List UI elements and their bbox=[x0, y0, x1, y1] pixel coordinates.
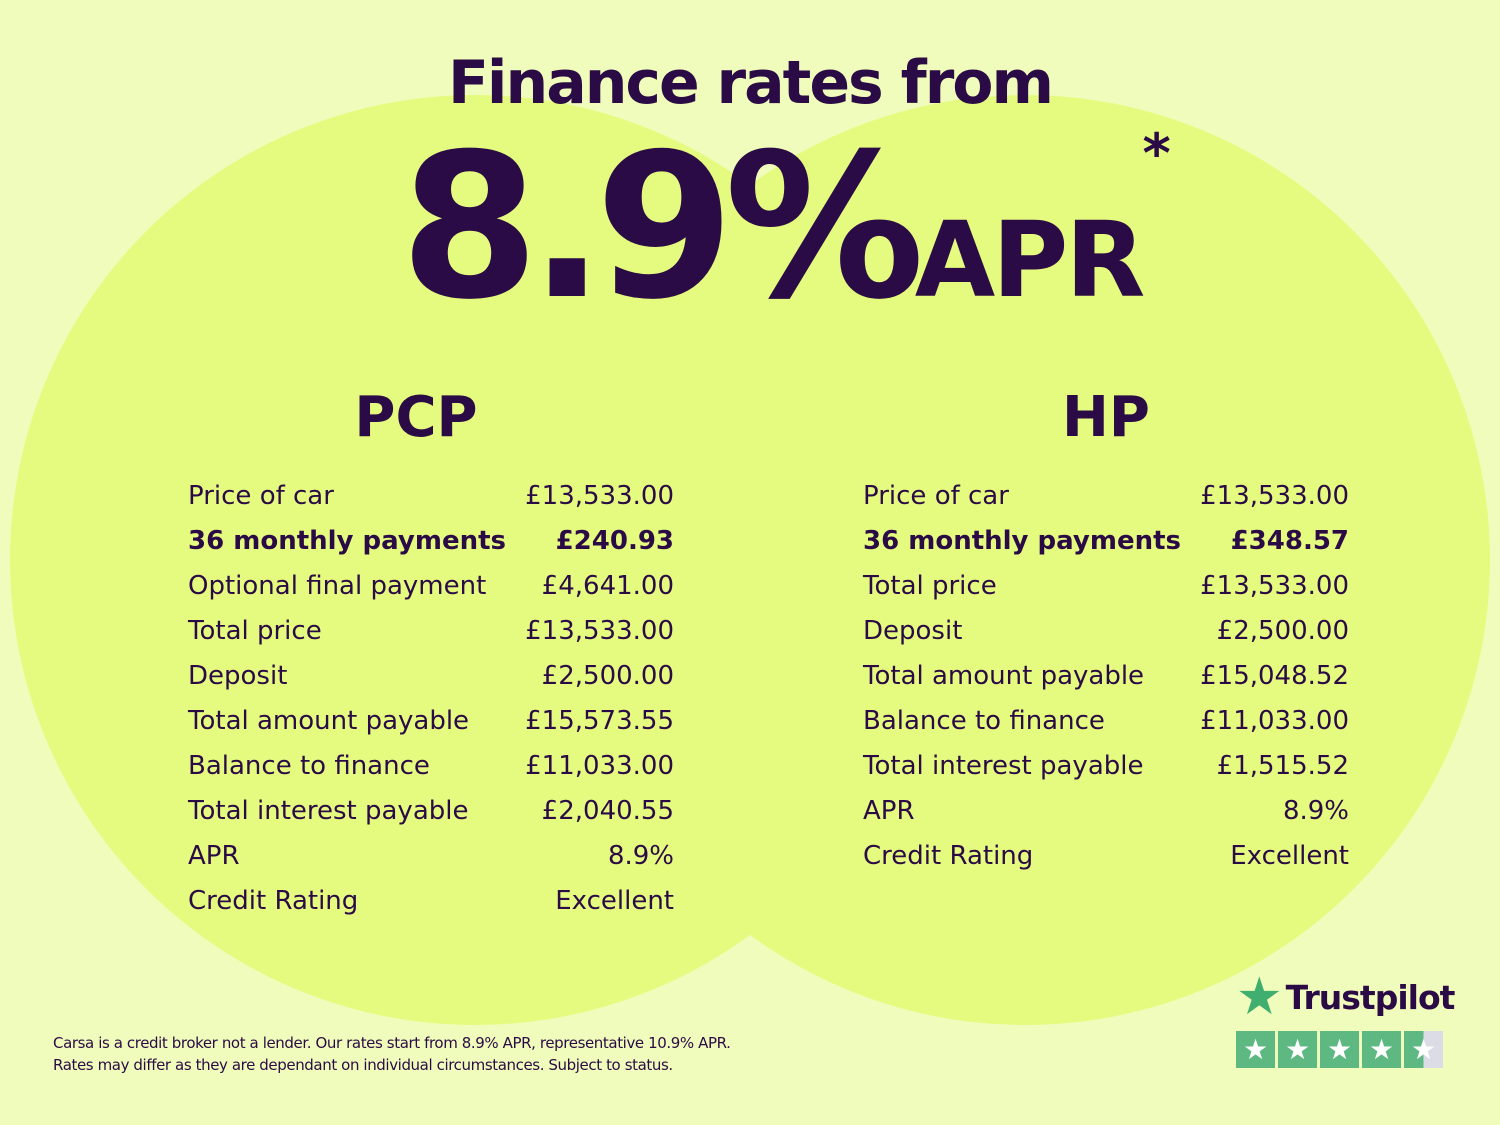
asterisk: * bbox=[1142, 122, 1171, 185]
table-row: Deposit £2,500.00 bbox=[188, 661, 674, 706]
row-value: £11,033.00 bbox=[525, 751, 674, 781]
row-label: Credit Rating bbox=[863, 841, 1034, 871]
pcp-title: PCP bbox=[354, 385, 478, 450]
row-label: Price of car bbox=[863, 481, 1009, 511]
trustpilot-name: Trustpilot bbox=[1285, 977, 1456, 1017]
table-row: APR 8.9% bbox=[188, 841, 674, 886]
row-label: Price of car bbox=[188, 481, 334, 511]
row-label: APR bbox=[188, 841, 240, 871]
row-label: Balance to finance bbox=[188, 751, 430, 781]
table-row: Total amount payable £15,573.55 bbox=[188, 706, 674, 751]
trustpilot-logo: ★ Trustpilot bbox=[1236, 967, 1456, 1027]
table-row: Balance to finance £11,033.00 bbox=[863, 706, 1349, 751]
row-value: Excellent bbox=[1230, 841, 1349, 871]
row-value: Excellent bbox=[555, 886, 674, 916]
row-label: Credit Rating bbox=[188, 886, 359, 916]
row-value: £13,533.00 bbox=[525, 481, 674, 511]
row-label: Optional final payment bbox=[188, 571, 487, 601]
star-icon: ★ bbox=[1362, 1031, 1401, 1068]
disclaimer: Carsa is a credit broker not a lender. O… bbox=[53, 1032, 731, 1076]
row-label: APR bbox=[863, 796, 915, 826]
table-row: 36 monthly payments £348.57 bbox=[863, 526, 1349, 571]
row-value: £11,033.00 bbox=[1200, 706, 1349, 736]
row-label: Total interest payable bbox=[863, 751, 1144, 781]
hp-table: HP Price of car £13,533.00 36 monthly paym… bbox=[863, 385, 1349, 886]
row-label: 36 monthly payments bbox=[863, 526, 1181, 556]
row-value: £2,500.00 bbox=[541, 661, 674, 691]
table-row: Total amount payable £15,048.52 bbox=[863, 661, 1349, 706]
table-row: Deposit £2,500.00 bbox=[863, 616, 1349, 661]
row-value: £13,533.00 bbox=[1200, 481, 1349, 511]
rate-display: 8.9%APR* bbox=[400, 122, 1171, 328]
row-value: £13,533.00 bbox=[525, 616, 674, 646]
row-label: Deposit bbox=[863, 616, 963, 646]
trustpilot-badge: ★ Trustpilot ★ ★ ★ ★ ★ bbox=[1236, 967, 1456, 1068]
row-value: £4,641.00 bbox=[541, 571, 674, 601]
row-value: £15,573.55 bbox=[525, 706, 674, 736]
row-value: £15,048.52 bbox=[1200, 661, 1349, 691]
background-circle-right bbox=[560, 95, 1490, 1025]
star-icon: ★ bbox=[1320, 1031, 1359, 1068]
row-label: Total amount payable bbox=[863, 661, 1145, 691]
disclaimer-line-1: Carsa is a credit broker not a lender. O… bbox=[53, 1034, 731, 1052]
star-icon: ★ bbox=[1236, 1031, 1275, 1068]
row-label: Deposit bbox=[188, 661, 288, 691]
row-value: 8.9% bbox=[1282, 796, 1349, 826]
row-label: Total price bbox=[863, 571, 997, 601]
half-star-icon: ★ bbox=[1404, 1031, 1443, 1068]
hp-title: HP bbox=[1062, 385, 1150, 450]
table-row: Credit Rating Excellent bbox=[188, 886, 674, 931]
table-row: Optional final payment £4,641.00 bbox=[188, 571, 674, 616]
star-icon: ★ bbox=[1278, 1031, 1317, 1068]
row-label: 36 monthly payments bbox=[188, 526, 506, 556]
table-row: Total price £13,533.00 bbox=[863, 571, 1349, 616]
row-value: 8.9% bbox=[607, 841, 674, 871]
pcp-table: PCP Price of car £13,533.00 36 monthly pay… bbox=[188, 385, 674, 931]
trustpilot-rating: ★ ★ ★ ★ ★ bbox=[1236, 1031, 1454, 1068]
table-row: Credit Rating Excellent bbox=[863, 841, 1349, 886]
apr-label: APR bbox=[914, 199, 1146, 321]
table-row: Total price £13,533.00 bbox=[188, 616, 674, 661]
rate-value: 8.9% bbox=[400, 111, 925, 344]
table-row: Total interest payable £2,040.55 bbox=[188, 796, 674, 841]
row-value: £13,533.00 bbox=[1200, 571, 1349, 601]
row-value: £348.57 bbox=[1230, 526, 1349, 556]
headline: Finance rates from bbox=[447, 48, 1054, 118]
row-label: Total amount payable bbox=[188, 706, 470, 736]
row-value: £2,040.55 bbox=[541, 796, 674, 826]
table-row: Balance to finance £11,033.00 bbox=[188, 751, 674, 796]
row-label: Balance to finance bbox=[863, 706, 1105, 736]
disclaimer-line-2: Rates may differ as they are dependant o… bbox=[53, 1056, 673, 1074]
table-row: Total interest payable £1,515.52 bbox=[863, 751, 1349, 796]
row-value: £2,500.00 bbox=[1216, 616, 1349, 646]
star-icon: ★ bbox=[1236, 967, 1283, 1027]
row-value: £1,515.52 bbox=[1216, 751, 1349, 781]
table-row: APR 8.9% bbox=[863, 796, 1349, 841]
row-label: Total price bbox=[188, 616, 322, 646]
table-row: Price of car £13,533.00 bbox=[863, 481, 1349, 526]
table-row: Price of car £13,533.00 bbox=[188, 481, 674, 526]
table-row: 36 monthly payments £240.93 bbox=[188, 526, 674, 571]
row-label: Total interest payable bbox=[188, 796, 469, 826]
row-value: £240.93 bbox=[555, 526, 674, 556]
